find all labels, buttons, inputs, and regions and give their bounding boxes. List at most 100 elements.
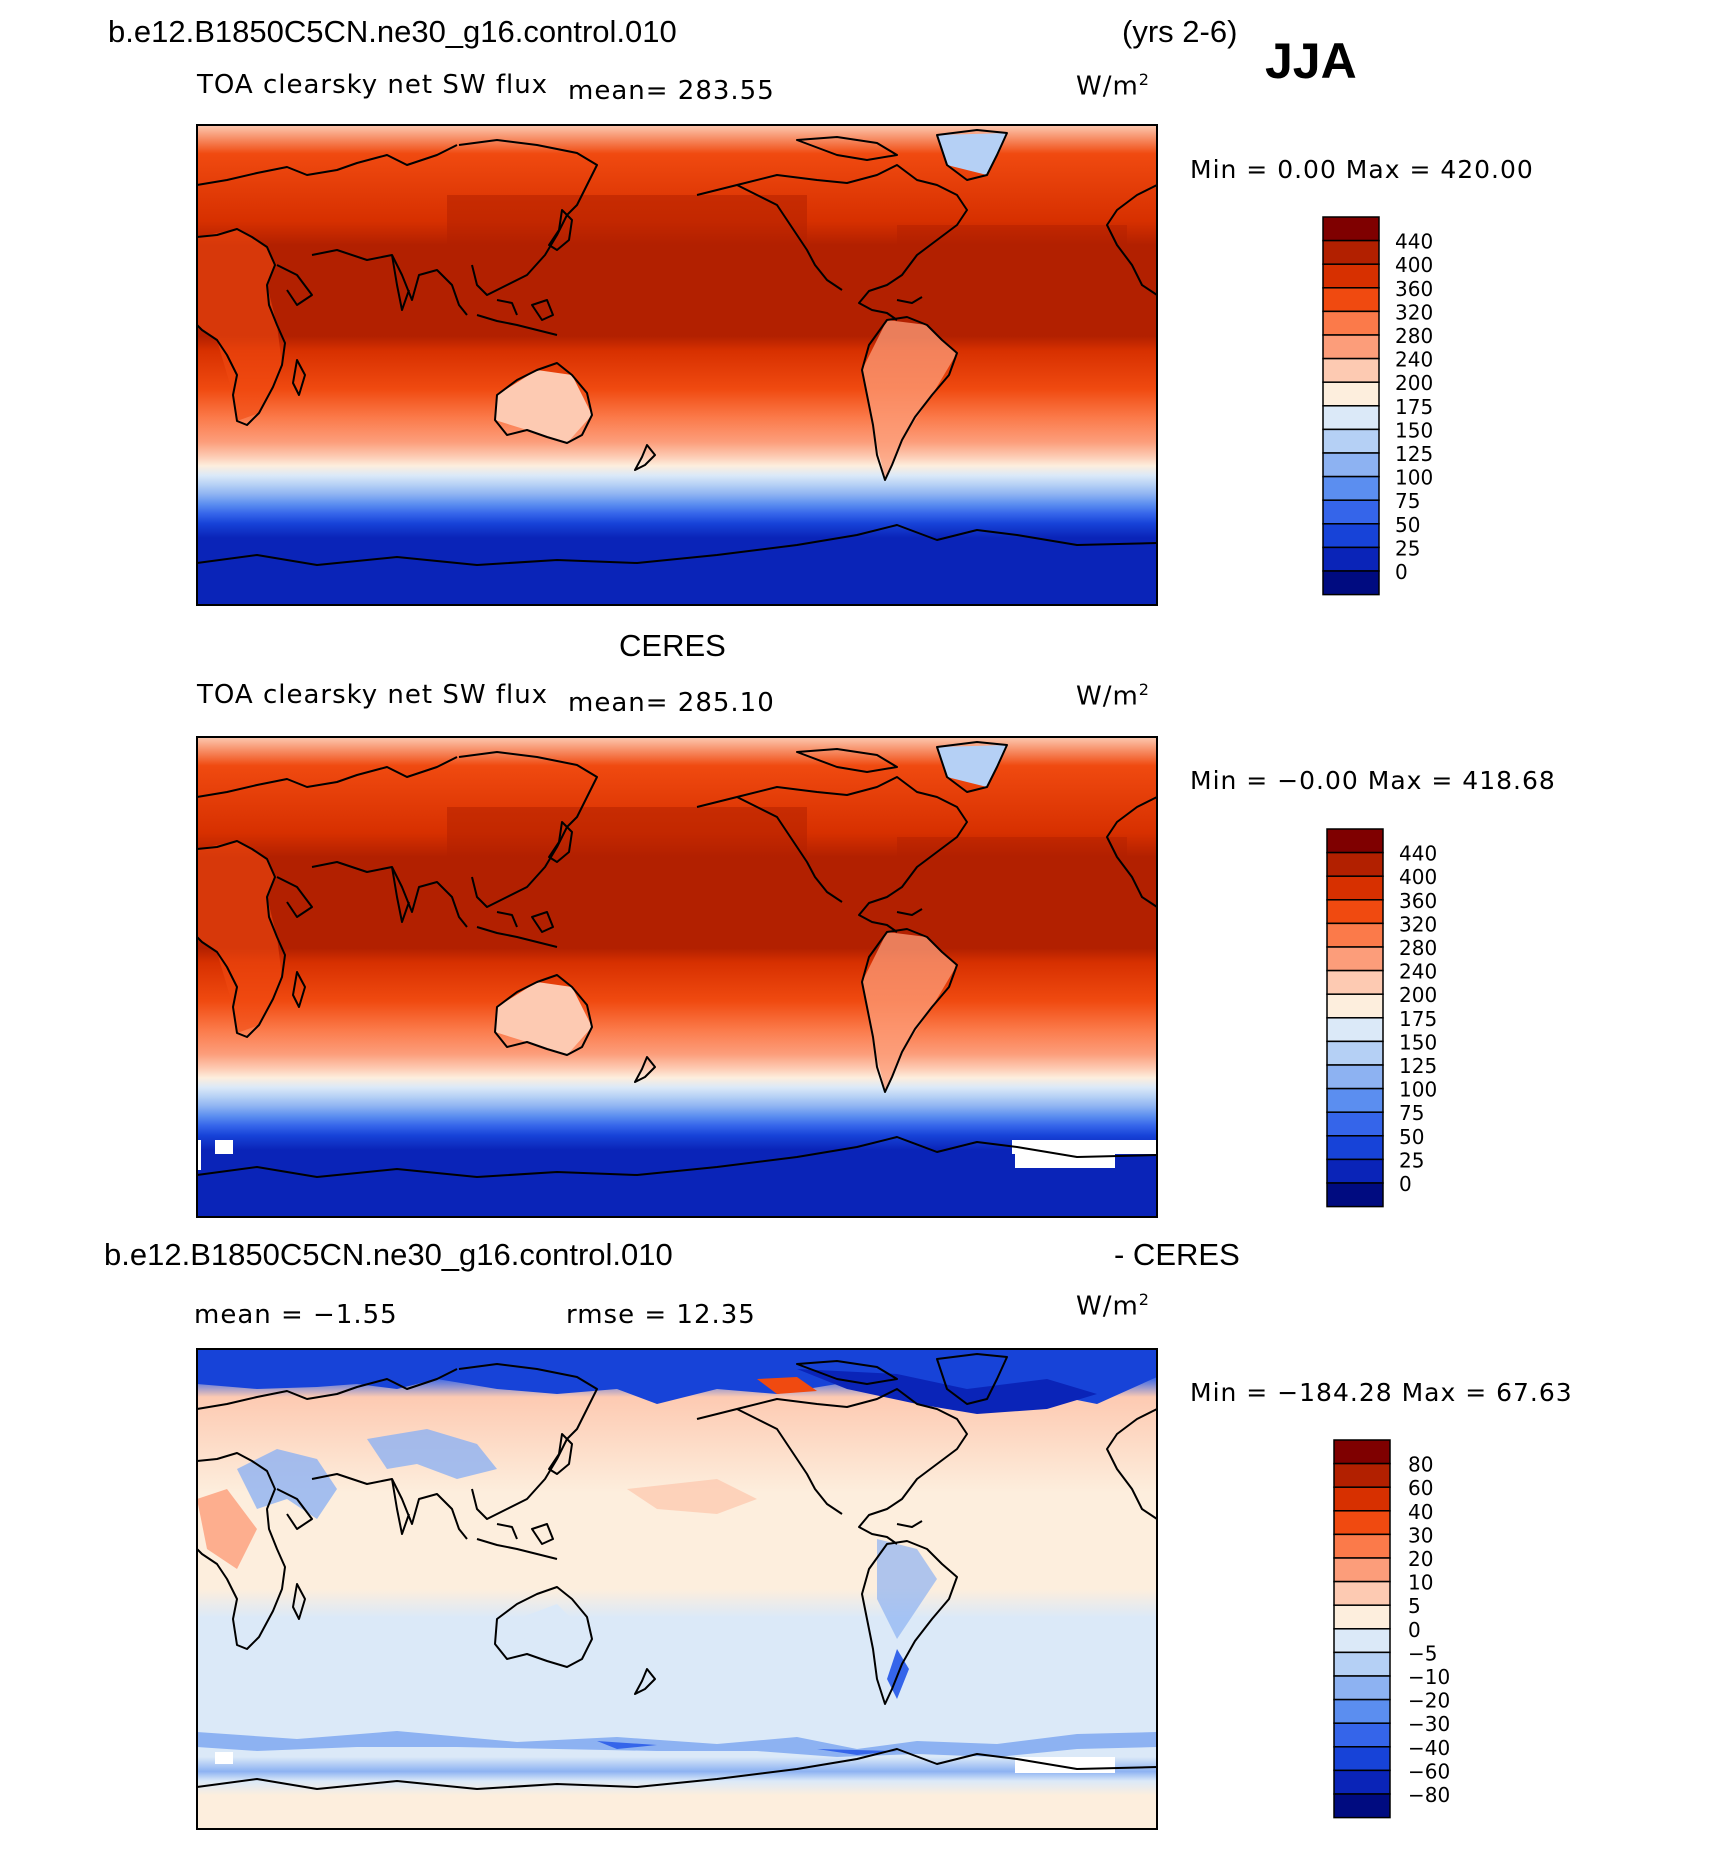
colorbar-box [1326,993,1384,1019]
map-difference [196,1348,1158,1830]
colorbar-box [1326,1040,1384,1066]
panel2-minmax: Min = −0.00 Max = 418.68 [1190,766,1556,795]
colorbar-label: 440 [1399,842,1437,866]
colorbar-label: 20 [1408,1547,1433,1571]
colorbar-box [1322,334,1380,360]
colorbar-label: −60 [1408,1759,1450,1783]
colorbar-box [1333,1746,1391,1772]
panel1-mean: mean= 283.55 [568,76,775,106]
panel3-dataset-right: - CERES [1114,1237,1240,1272]
colorbar-box [1333,1793,1391,1819]
colorbar-box [1326,1087,1384,1113]
panel2-dataset: CERES [619,628,726,663]
colorbar-box [1322,523,1380,549]
map-ceres [196,736,1158,1218]
colorbar-label: 400 [1395,253,1433,277]
colorbar-box [1326,851,1384,877]
colorbar-label: 400 [1399,865,1437,889]
colorbar-label: −5 [1408,1641,1437,1665]
colorbar-label: 50 [1395,513,1420,537]
colorbar-label: 200 [1395,371,1433,395]
colorbar-box [1333,1651,1391,1677]
colorbar-label: 320 [1399,912,1437,936]
colorbar-box [1333,1675,1391,1701]
colorbar-label: −30 [1408,1712,1450,1736]
panel1-variable: TOA clearsky net SW flux [197,70,549,100]
colorbar-box [1326,1064,1384,1090]
colorbar-box [1326,1182,1384,1208]
colorbar-box [1322,452,1380,478]
panel3-minmax: Min = −184.28 Max = 67.63 [1190,1378,1573,1407]
colorbar-label: 100 [1399,1078,1437,1102]
colorbar-label: 280 [1395,324,1433,348]
panel1-units: W/m2 [1076,70,1150,102]
colorbar-label: 200 [1399,983,1437,1007]
colorbar-box [1333,1439,1391,1465]
colorbar-label: 175 [1399,1007,1437,1031]
panel2-mean: mean= 285.10 [568,688,775,718]
colorbar-box [1326,922,1384,948]
panel1-minmax: Min = 0.00 Max = 420.00 [1190,155,1534,184]
map-model [196,124,1158,606]
colorbar-label: −40 [1408,1736,1450,1760]
colorbar-label: −10 [1408,1665,1450,1689]
colorbar-label: 100 [1395,466,1433,490]
colorbar-box [1333,1580,1391,1606]
colorbar-label: 40 [1408,1500,1433,1524]
colorbar-box [1333,1510,1391,1536]
colorbar-label: 175 [1395,395,1433,419]
colorbar-label: 0 [1408,1618,1421,1642]
colorbar-box [1326,875,1384,901]
colorbar-box [1322,216,1380,242]
colorbar-label: 75 [1395,489,1420,513]
colorbar-label: −20 [1408,1689,1450,1713]
colorbar-label: 5 [1408,1594,1421,1618]
colorbar-box [1322,570,1380,596]
colorbar-label: 360 [1395,277,1433,301]
colorbar-label: 0 [1399,1172,1412,1196]
colorbar-box [1326,946,1384,972]
colorbar-label: 10 [1408,1571,1433,1595]
season-label: JJA [1265,33,1357,89]
colorbar-label: 25 [1399,1148,1424,1172]
colorbar-label: 150 [1399,1030,1437,1054]
panel3-dataset: b.e12.B1850C5CN.ne30_g16.control.010 [104,1237,673,1272]
colorbar-label: 0 [1395,560,1408,584]
colorbar-box [1333,1604,1391,1630]
colorbar-label: 25 [1395,536,1420,560]
colorbar-box [1333,1628,1391,1654]
panel3-mean: mean = −1.55 [194,1300,398,1330]
colorbar-box [1326,828,1384,854]
case-title: b.e12.B1850C5CN.ne30_g16.control.010 [108,14,677,49]
colorbar-box [1322,287,1380,313]
colorbar-box [1322,239,1380,265]
colorbar-label: 80 [1408,1453,1433,1477]
colorbar-box [1326,1017,1384,1043]
colorbar-box [1322,428,1380,454]
colorbar-box [1322,381,1380,407]
colorbar-label: 60 [1408,1476,1433,1500]
colorbar-label: 240 [1395,348,1433,372]
colorbar-box [1322,405,1380,431]
colorbar-label: 125 [1399,1054,1437,1078]
colorbar-box [1326,1111,1384,1137]
panel3-units: W/m2 [1076,1290,1150,1322]
colorbar-label: −80 [1408,1783,1450,1807]
colorbar-label: 150 [1395,418,1433,442]
colorbar-box [1322,357,1380,383]
colorbar-box [1326,899,1384,925]
colorbar-box [1333,1462,1391,1488]
colorbar-box [1322,475,1380,501]
colorbar-box [1333,1769,1391,1795]
colorbar-box [1333,1698,1391,1724]
years-label: (yrs 2-6) [1122,14,1238,49]
colorbar-label: 440 [1395,230,1433,254]
colorbar-box [1333,1486,1391,1512]
colorbar-label: 75 [1399,1101,1424,1125]
colorbar-box [1322,310,1380,336]
colorbar-box [1333,1557,1391,1583]
